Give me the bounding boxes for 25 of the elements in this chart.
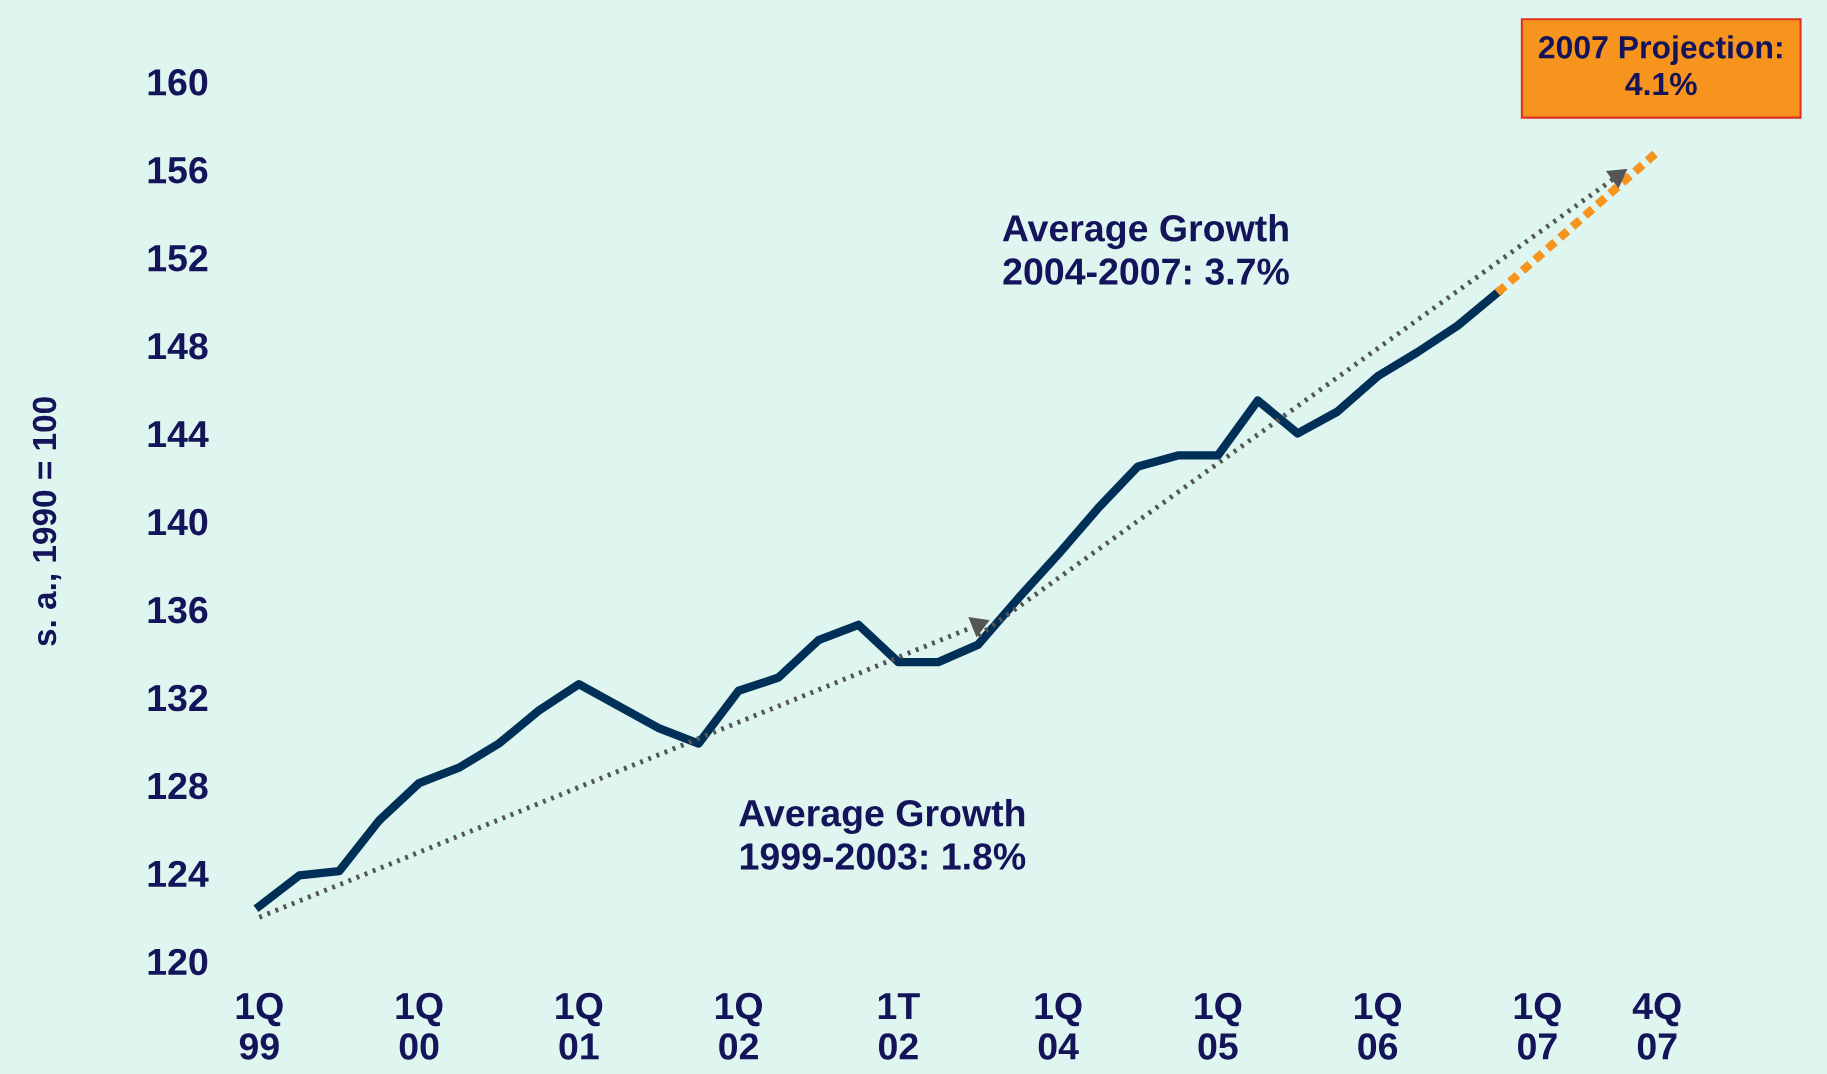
y-axis-title: s. a., 1990 = 100 (32, 397, 62, 646)
y-tick-label: 120 (148, 948, 208, 976)
annotation: 2007 Projection: 4.1% (1538, 35, 1782, 96)
y-tick-label: 152 (148, 244, 208, 272)
y-tick-label: 148 (148, 332, 208, 360)
y-tick-label: 136 (148, 596, 208, 624)
x-tick-label: 1Q 05 (1195, 992, 1242, 1060)
y-tick-label: 156 (148, 156, 208, 184)
y-tick-label: 160 (148, 69, 208, 96)
x-tick-label: 4Q 07 (1632, 992, 1681, 1060)
x-tick-label: 1T 02 (878, 993, 920, 1060)
y-tick-label: 124 (148, 860, 209, 887)
x-tick-label: 1Q 06 (1354, 992, 1402, 1060)
x-tick-label: 1Q 02 (715, 992, 763, 1060)
x-tick-label: 1Q 04 (1035, 992, 1082, 1060)
annotation: Average Growth 1999-2003: 1.8% (739, 798, 1026, 870)
y-tick-label: 132 (148, 684, 208, 712)
x-tick-label: 1Q 01 (556, 992, 603, 1060)
x-tick-label: 1Q 00 (396, 992, 443, 1060)
annotation: Average Growth 2004-2007: 3.7% (1002, 214, 1289, 285)
y-tick-label: 140 (148, 508, 208, 536)
y-tick-label: 128 (148, 772, 208, 800)
y-tick-label: 144 (148, 421, 209, 448)
x-tick-label: 1Q 07 (1514, 992, 1561, 1060)
x-tick-label: 1Q 99 (236, 992, 283, 1060)
